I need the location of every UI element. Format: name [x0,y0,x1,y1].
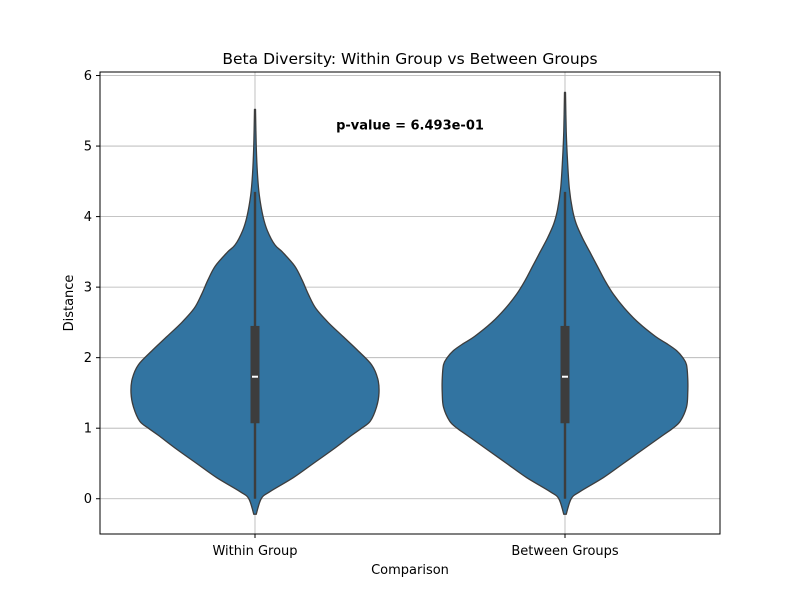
y-tick-label: 0 [84,492,92,507]
x-tick-label: Within Group [212,544,297,559]
violin-iqr-box [560,325,570,424]
y-tick-label: 4 [84,210,92,225]
violin-iqr-box [250,325,260,424]
axes: 0 1 2 3 4 5 6 Within Group Between Groups [84,69,619,559]
plot-frame [99,71,721,535]
y-tick-label: 6 [84,69,92,84]
chart-title: Beta Diversity: Within Group vs Between … [222,50,597,68]
x-tick-label: Between Groups [511,544,619,559]
p-value-annotation: p-value = 6.493e-01 [336,119,484,134]
x-axis-label: Comparison [371,563,449,578]
violins [130,91,689,515]
y-tick-label: 3 [84,281,92,296]
y-tick-label: 5 [84,140,92,155]
y-tick-label: 1 [84,422,92,437]
y-axis-label: Distance [62,275,77,332]
y-tick-label: 2 [84,351,92,366]
